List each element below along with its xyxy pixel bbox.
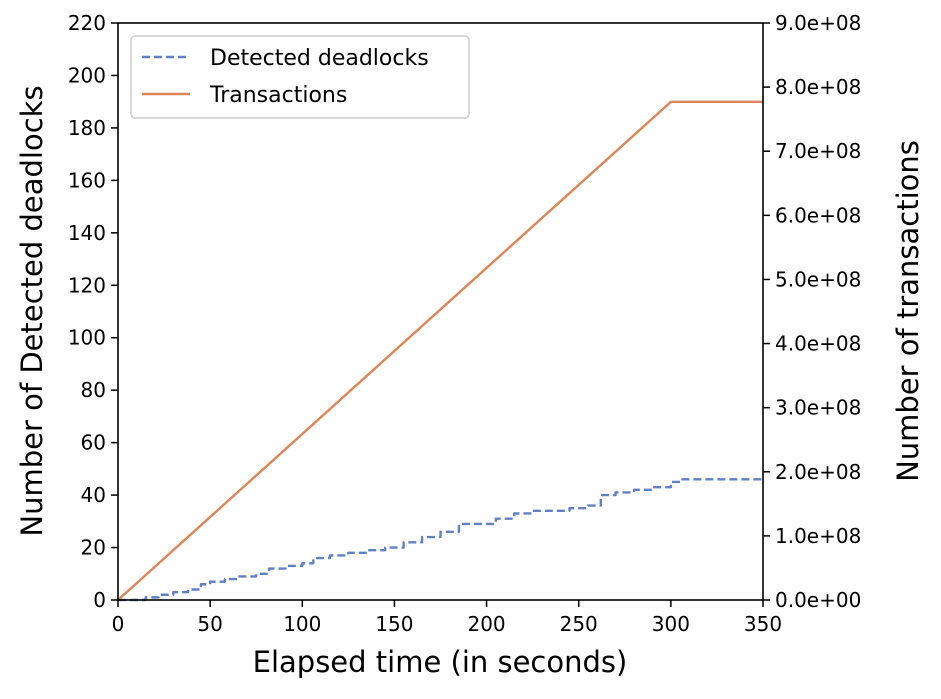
legend-box xyxy=(130,35,470,119)
x-tick-label: 200 xyxy=(467,612,505,636)
left-y-tick-label: 20 xyxy=(81,536,106,560)
right-y-tick-label: 7.0e+08 xyxy=(775,139,861,163)
left-y-axis-label: Number of Detected deadlocks xyxy=(15,85,49,536)
x-tick-label: 300 xyxy=(652,612,690,636)
left-y-tick-label: 0 xyxy=(93,588,106,612)
left-y-tick-label: 160 xyxy=(68,168,106,192)
left-y-tick-label: 140 xyxy=(68,221,106,245)
right-y-tick-label: 0.0e+00 xyxy=(775,588,861,612)
right-y-axis-label: Number of transactions xyxy=(891,140,925,482)
x-tick-label: 50 xyxy=(197,612,222,636)
x-tick-label: 150 xyxy=(375,612,413,636)
x-tick-label: 350 xyxy=(744,612,782,636)
x-tick-label: 250 xyxy=(560,612,598,636)
right-y-tick-label: 9.0e+08 xyxy=(775,11,861,35)
left-y-tick-label: 100 xyxy=(68,326,106,350)
left-y-axis-ticks: 0 20 40 60 80 100 120 140 160 180 200 220 xyxy=(68,11,118,612)
left-y-tick-label: 180 xyxy=(68,116,106,140)
x-tick-label: 0 xyxy=(112,612,125,636)
right-y-tick-label: 1.0e+08 xyxy=(775,524,861,548)
plot-frame xyxy=(117,22,764,601)
right-y-tick-label: 3.0e+08 xyxy=(775,396,861,420)
right-y-tick-label: 6.0e+08 xyxy=(775,203,861,227)
right-y-tick-label: 5.0e+08 xyxy=(775,267,861,291)
right-y-tick-label: 2.0e+08 xyxy=(775,460,861,484)
left-y-tick-label: 60 xyxy=(81,431,106,455)
x-axis-label: Elapsed time (in seconds) xyxy=(253,645,628,679)
left-y-tick-label: 40 xyxy=(81,483,106,507)
right-y-axis-ticks: 0.0e+00 1.0e+08 2.0e+08 3.0e+08 4.0e+08 5.0e+… xyxy=(763,11,861,612)
legend: Detected deadlocks Transactions xyxy=(130,35,470,119)
left-y-tick-label: 200 xyxy=(68,63,106,87)
legend-label-transactions: Transactions xyxy=(209,83,347,108)
left-y-tick-label: 120 xyxy=(68,273,106,297)
right-y-tick-label: 4.0e+08 xyxy=(775,332,861,356)
x-tick-label: 100 xyxy=(283,612,321,636)
x-axis-ticks: 0 50 100 150 200 250 300 350 xyxy=(112,600,782,636)
right-y-tick-label: 8.0e+08 xyxy=(775,75,861,99)
left-y-tick-label: 80 xyxy=(81,378,106,402)
series-layer xyxy=(117,100,763,602)
legend-label-detected-deadlocks: Detected deadlocks xyxy=(210,46,429,71)
series-detected-deadlocks-line xyxy=(118,478,763,602)
left-y-tick-label: 220 xyxy=(68,11,106,35)
series-transactions-line xyxy=(117,100,763,601)
